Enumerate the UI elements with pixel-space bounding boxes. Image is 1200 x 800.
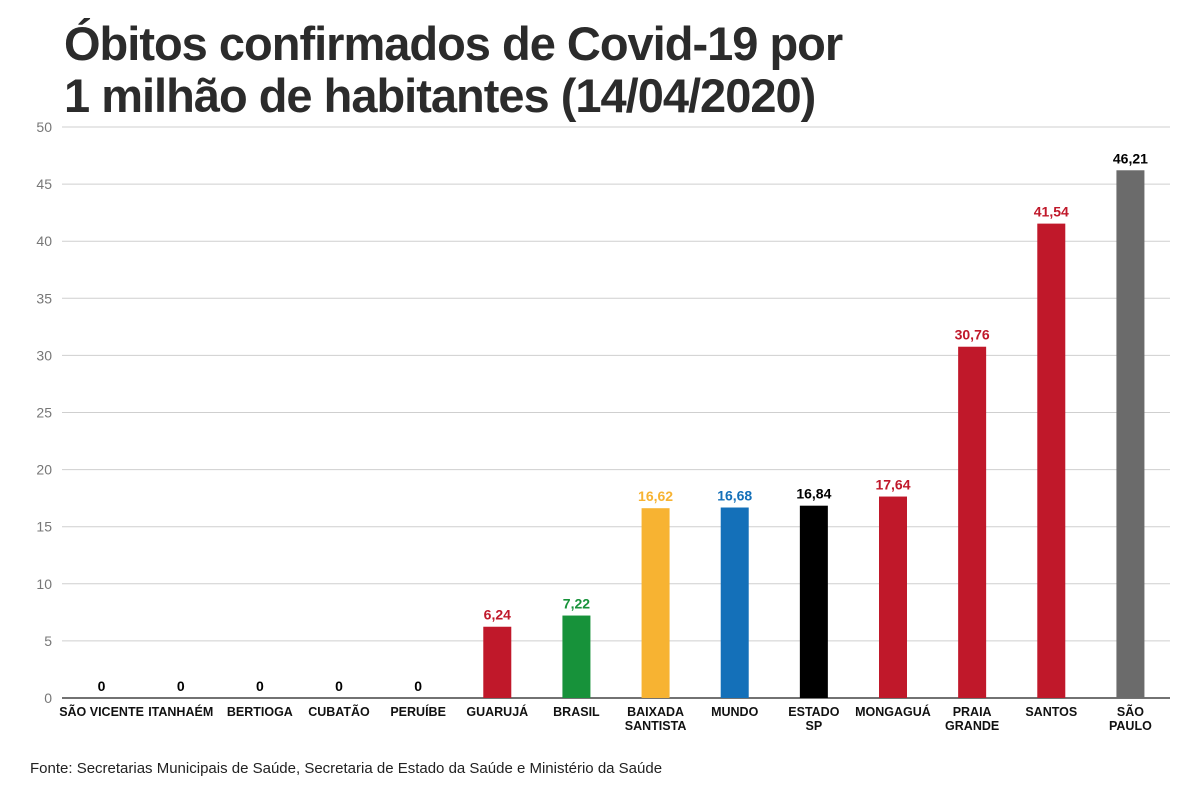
y-tick-label: 30: [36, 347, 52, 363]
y-tick-label: 0: [44, 690, 52, 706]
data-label: 0: [256, 678, 264, 694]
x-tick-label: MUNDO: [711, 705, 758, 719]
x-tick-label: ITANHAÉM: [148, 704, 213, 719]
x-tick-label: SÃO VICENTE: [59, 704, 144, 719]
data-label: 0: [177, 678, 185, 694]
data-label: 16,62: [638, 488, 673, 504]
y-tick-label: 40: [36, 233, 52, 249]
data-label: 41,54: [1034, 204, 1069, 220]
y-tick-label: 25: [36, 405, 52, 421]
y-tick-label: 50: [36, 119, 52, 135]
data-label: 30,76: [955, 327, 990, 343]
data-labels: 0 0 0 0 0 6,24 7,22 16,62 16,68 16,84 17,64 30,76 41…: [98, 150, 1148, 694]
x-tick-label: PERUÍBE: [390, 704, 446, 719]
bar: [483, 626, 512, 698]
x-tick-label: PRAIA GRANDE: [945, 705, 999, 733]
gridlines: [62, 126, 1170, 699]
x-tick-label: SANTOS: [1025, 705, 1077, 719]
data-label: 7,22: [563, 596, 590, 612]
x-tick-label: ESTADO SP: [788, 705, 839, 733]
x-tick-label: CUBATÃO: [308, 704, 370, 719]
chart-title: Óbitos confirmados de Covid-19 por 1 mil…: [64, 18, 1164, 122]
bar: [1037, 223, 1066, 698]
y-tick-label: 45: [36, 176, 52, 192]
bar: [1116, 170, 1145, 698]
data-label: 16,84: [796, 486, 831, 502]
bar: [879, 496, 907, 698]
data-label: 17,64: [875, 477, 910, 493]
data-label: 0: [98, 678, 106, 694]
bars: [483, 170, 1145, 698]
x-tick-label: BERTIOGA: [227, 705, 293, 719]
data-label: 16,68: [717, 488, 752, 504]
data-label: 0: [414, 678, 422, 694]
y-tick-label: 15: [36, 519, 52, 535]
data-label: 0: [335, 678, 343, 694]
x-tick-label: BAIXADA SANTISTA: [625, 705, 687, 733]
x-tick-label: GUARUJÁ: [466, 704, 528, 719]
x-tick-label: MONGAGUÁ: [855, 704, 931, 719]
bar: [562, 615, 591, 698]
y-axis-ticks: 0 5 10 15 20 25 30 35 40 45 50: [36, 119, 52, 706]
data-label: 46,21: [1113, 150, 1148, 166]
x-tick-label: BRASIL: [553, 705, 600, 719]
chart-title-line-2: 1 milhão de habitantes (14/04/2020): [64, 69, 816, 122]
chart-title-line-1: Óbitos confirmados de Covid-19 por: [64, 17, 843, 70]
bar: [641, 508, 670, 698]
y-tick-label: 5: [44, 633, 52, 649]
x-tick-label: SÃO PAULO: [1109, 704, 1152, 733]
source-note: Fonte: Secretarias Municipais de Saúde, …: [30, 760, 663, 777]
y-tick-label: 10: [36, 576, 52, 592]
y-tick-label: 20: [36, 462, 52, 478]
data-label: 6,24: [484, 607, 511, 623]
bar: [958, 346, 987, 698]
x-axis-ticks: SÃO VICENTE ITANHAÉM BERTIOGA CUBATÃO PERUÍB…: [59, 704, 1152, 733]
y-tick-label: 35: [36, 290, 52, 306]
bar: [799, 505, 828, 698]
bar: [720, 507, 749, 698]
